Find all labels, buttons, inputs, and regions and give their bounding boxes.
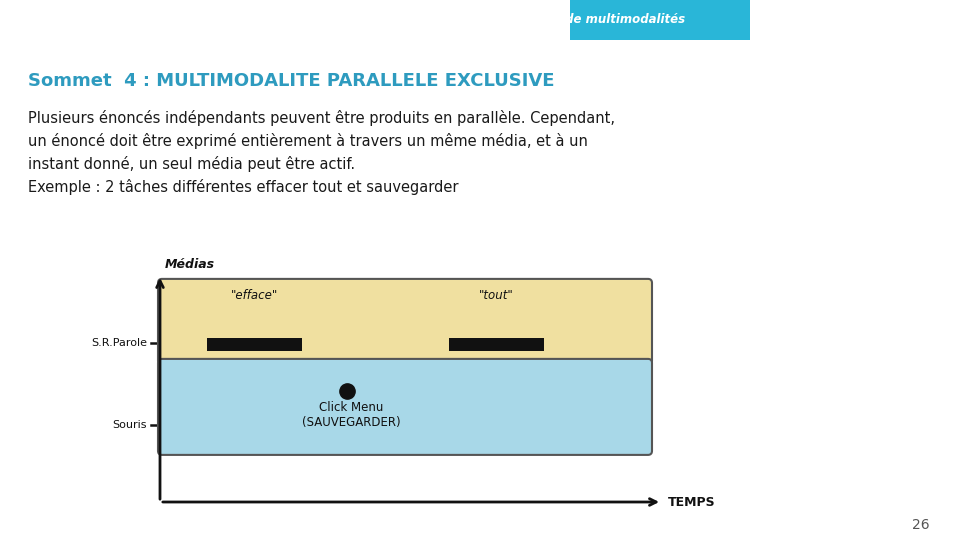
Text: Conclusion: Conclusion	[798, 14, 863, 26]
Text: TEMPS: TEMPS	[668, 496, 715, 509]
Text: Click Menu
(SAUVEGARDER): Click Menu (SAUVEGARDER)	[302, 401, 401, 429]
Text: Systèmes multimodaux: Systèmes multimodaux	[324, 14, 464, 26]
Text: "efface": "efface"	[230, 289, 278, 302]
Bar	[207, 338, 302, 351]
Text: instant donné, un seul média peut être actif.: instant donné, un seul média peut être a…	[28, 156, 355, 172]
Text: Souris: Souris	[112, 420, 147, 430]
Text: "tout": "tout"	[479, 289, 514, 302]
Bar	[448, 338, 543, 351]
Text: Sommet  4 : MULTIMODALITE PARALLELE EXCLUSIVE: Sommet 4 : MULTIMODALITE PARALLELE EXCLU…	[28, 72, 555, 90]
Text: Introduction: Introduction	[27, 14, 98, 26]
Text: un énoncé doit être exprimé entièrement à travers un même média, et à un: un énoncé doit être exprimé entièrement …	[28, 133, 588, 149]
Text: Exemple : 2 tâches différentes effacer tout et sauvegarder: Exemple : 2 tâches différentes effacer t…	[28, 179, 459, 195]
FancyBboxPatch shape	[158, 279, 652, 365]
Text: S.R.Parole: S.R.Parole	[91, 338, 147, 348]
Text: 26: 26	[912, 518, 930, 532]
Text: Types de multimodalités: Types de multimodalités	[524, 14, 685, 26]
Text: Plusieurs énoncés indépendants peuvent être produits en parallèle. Cependant,: Plusieurs énoncés indépendants peuvent ê…	[28, 110, 615, 126]
Bar	[570, 0, 750, 40]
FancyBboxPatch shape	[158, 359, 652, 455]
Text: Médias: Médias	[165, 258, 215, 271]
Text: Concepts: Concepts	[188, 14, 244, 26]
